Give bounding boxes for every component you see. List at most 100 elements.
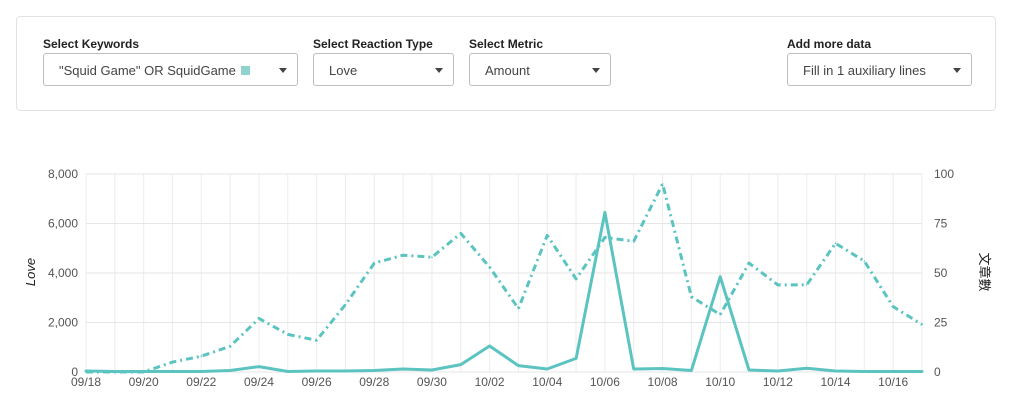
point-article-count: [488, 266, 491, 268]
point-article-count: [85, 371, 87, 373]
metric-select[interactable]: Amount: [469, 53, 611, 86]
point-love: [892, 370, 894, 373]
x-tick-label: 10/12: [763, 375, 793, 389]
x-tick-label: 10/10: [705, 375, 735, 389]
point-love: [575, 357, 577, 360]
metric-label: Select Metric: [469, 37, 544, 51]
x-tick-label: 10/06: [590, 375, 620, 389]
point-article-count: [690, 295, 693, 298]
y-tick-label: 4,000: [48, 266, 78, 280]
point-love: [661, 367, 664, 370]
point-love: [344, 370, 347, 372]
x-tick-label: 09/18: [71, 375, 101, 389]
x-tick-label: 09/30: [417, 375, 447, 389]
point-love: [748, 369, 750, 371]
x-tick-label: 10/08: [648, 375, 678, 389]
point-article-count: [229, 345, 231, 348]
point-love: [921, 370, 923, 373]
point-article-count: [863, 260, 866, 262]
y-tick-label: 6,000: [48, 217, 78, 231]
point-article-count: [373, 262, 376, 264]
point-love: [546, 368, 549, 370]
y2-tick-label: 50: [934, 266, 948, 280]
x-tick-label: 09/22: [186, 375, 216, 389]
reaction-type-label: Select Reaction Type: [313, 37, 433, 51]
point-article-count: [286, 333, 289, 336]
point-love: [604, 211, 606, 214]
series-line-love: [84, 210, 924, 373]
point-article-count: [719, 313, 722, 316]
point-article-count: [661, 183, 664, 185]
point-love: [373, 369, 376, 372]
more-data-select[interactable]: Fill in 1 auxiliary lines: [787, 53, 972, 86]
keyword-color-swatch: [240, 66, 250, 75]
point-love: [690, 369, 693, 372]
x-tick-label: 10/04: [532, 375, 562, 389]
point-love: [315, 370, 318, 372]
x-tick-label: 10/16: [878, 375, 908, 389]
point-love: [200, 370, 203, 373]
point-article-count: [344, 303, 347, 306]
y-tick-label: 2,000: [48, 316, 78, 330]
point-article-count: [921, 323, 923, 326]
point-love: [286, 370, 289, 373]
x-tick-label: 10/14: [821, 375, 851, 389]
more-data-value: Fill in 1 auxiliary lines: [803, 63, 926, 78]
point-article-count: [258, 317, 260, 320]
point-article-count: [142, 371, 145, 373]
point-love: [719, 275, 722, 278]
y-tick-label: 8,000: [48, 167, 78, 181]
point-article-count: [632, 240, 635, 243]
point-love: [171, 370, 174, 373]
x-tick-label: 10/02: [475, 375, 505, 389]
point-love: [632, 368, 635, 370]
reaction-type-select[interactable]: Love: [313, 53, 454, 86]
point-article-count: [546, 234, 549, 237]
point-article-count: [402, 254, 404, 256]
point-article-count: [575, 278, 577, 280]
point-article-count: [315, 339, 318, 342]
point-article-count: [517, 307, 520, 310]
point-article-count: [171, 361, 174, 363]
x-tick-label: 09/28: [359, 375, 389, 389]
keywords-value: "Squid Game" OR SquidGame: [59, 63, 236, 78]
point-love: [459, 363, 462, 366]
y2-tick-label: 100: [934, 167, 954, 181]
y2-tick-label: 0: [934, 365, 941, 379]
point-article-count: [805, 284, 808, 286]
point-love: [488, 345, 491, 347]
point-article-count: [834, 242, 837, 245]
point-article-count: [200, 355, 203, 357]
point-love: [834, 370, 837, 372]
point-article-count: [604, 236, 606, 239]
y2-tick-label: 25: [934, 316, 948, 330]
chevron-down-icon: [592, 68, 600, 73]
point-love: [863, 370, 866, 373]
more-data-label: Add more data: [787, 37, 872, 51]
keywords-label: Select Keywords: [43, 37, 140, 51]
x-tick-label: 09/26: [302, 375, 332, 389]
point-love: [229, 369, 231, 372]
point-article-count: [777, 284, 779, 286]
series-line-article-count: [86, 182, 923, 374]
y-tick-label: 0: [71, 365, 78, 379]
chart-series: [84, 182, 924, 374]
x-tick-label: 09/24: [244, 375, 274, 389]
y2-tick-label: 75: [934, 217, 948, 231]
point-love: [777, 370, 779, 372]
chevron-down-icon: [279, 68, 287, 73]
point-article-count: [748, 262, 750, 264]
filter-panel: Select Keywords "Squid Game" OR SquidGam…: [16, 16, 996, 111]
point-article-count: [892, 305, 894, 308]
keywords-select[interactable]: "Squid Game" OR SquidGame: [43, 53, 298, 86]
point-love: [805, 367, 808, 370]
point-article-count: [459, 232, 462, 235]
chevron-down-icon: [953, 68, 961, 73]
y2-axis-label: 文章數: [977, 252, 992, 291]
keywords-value-wrap: "Squid Game" OR SquidGame: [59, 63, 250, 78]
y-axis-label: Love: [23, 258, 38, 286]
chart-grid: [85, 173, 923, 373]
point-article-count: [431, 256, 433, 258]
chart-ticks: 0 0 2,000 25 4,000 50 6,000 75 8,000 100 09/18 09/2…: [48, 167, 954, 389]
